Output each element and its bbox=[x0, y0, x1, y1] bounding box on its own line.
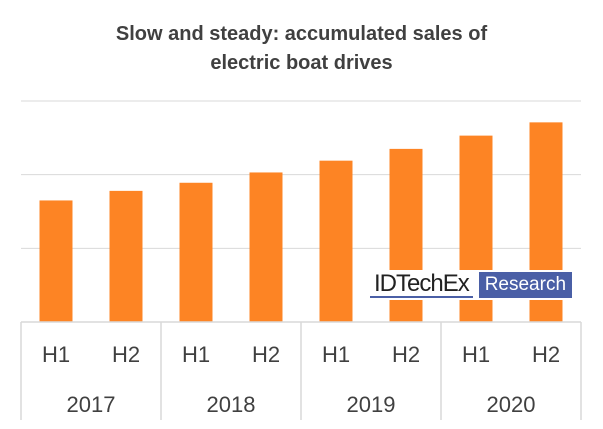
x-tick-label: H1 bbox=[182, 342, 210, 367]
x-tick-label: H2 bbox=[532, 342, 560, 367]
chart-title-line-2: electric boat drives bbox=[210, 52, 393, 74]
logo-suffix: Research bbox=[478, 272, 573, 298]
x-group-label: 2017 bbox=[67, 392, 116, 417]
x-tick-label: H1 bbox=[42, 342, 70, 367]
idtechex-logo: IDTechEx Research bbox=[370, 270, 577, 300]
chart-title-line-1: Slow and steady: accumulated sales of bbox=[115, 23, 488, 45]
x-tick-label: H1 bbox=[462, 342, 490, 367]
x-group-label: 2019 bbox=[347, 392, 396, 417]
logo-brand: IDTechEx bbox=[370, 272, 473, 298]
bar bbox=[319, 160, 353, 322]
x-tick-label: H1 bbox=[322, 342, 350, 367]
bar bbox=[179, 182, 213, 322]
x-tick-label: H2 bbox=[252, 342, 280, 367]
bar bbox=[109, 190, 143, 322]
bar bbox=[39, 200, 73, 322]
chart-title: Slow and steady: accumulated sales of el… bbox=[0, 20, 603, 78]
x-tick-label: H2 bbox=[392, 342, 420, 367]
x-tick-label: H2 bbox=[112, 342, 140, 367]
x-group-label: 2018 bbox=[207, 392, 256, 417]
x-group-label: 2020 bbox=[487, 392, 536, 417]
bar bbox=[249, 172, 283, 322]
